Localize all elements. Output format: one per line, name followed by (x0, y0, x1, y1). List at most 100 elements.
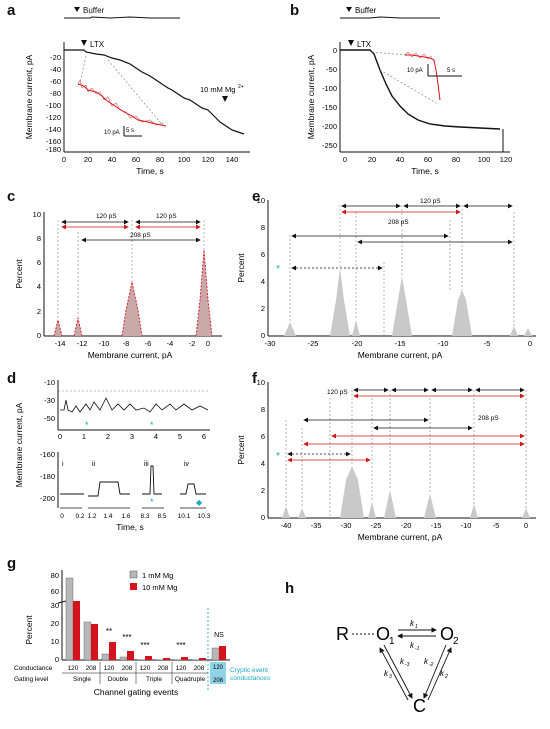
xtick-a-6: 120 (202, 155, 215, 164)
panel-letter-b: b (290, 2, 300, 19)
xtick-f-6: -10 (461, 521, 472, 530)
conductance-values: 120 208 120 208 120 208 120 208 (68, 665, 205, 672)
ytick-g-60: 60 (51, 587, 59, 596)
ytick-a-4: -100 (46, 101, 61, 110)
dashlines-c (57, 220, 205, 320)
zoom-line-a2 (107, 59, 166, 129)
xtick-a-7: 140 (226, 155, 239, 164)
rate-km1: k (410, 641, 415, 650)
bar-double-208-mg1 (119, 656, 128, 661)
sublabel-d-1: ii (92, 461, 96, 468)
significance-g: ** *** *** *** NS (106, 627, 224, 650)
ytick-b-3: -150 (322, 103, 337, 112)
xticks-c: -14 -12 -10 -8 -6 -4 -2 0 (55, 339, 211, 348)
zoom-line-b1 (371, 51, 406, 56)
subxtick-d-2: 1.2 (87, 513, 96, 520)
yticks-f: 0 2 4 6 8 10 (257, 378, 265, 522)
sig-g-3: *** (176, 641, 185, 650)
sublabel-d-2: iii (144, 461, 149, 468)
cryptic-box (210, 662, 226, 684)
hist-c-peak2 (74, 318, 82, 336)
inset-trace-b (405, 54, 441, 101)
ytick-e-2: 4 (261, 277, 265, 286)
rate-k1: k (410, 619, 415, 628)
ytick-g-20: 20 (51, 619, 59, 628)
ytick-d-top-0: -10 (44, 378, 55, 387)
ytick-b-4: -200 (322, 122, 337, 131)
ytick-a-5: -120 (46, 113, 61, 122)
buffer-label-b: Buffer (355, 6, 377, 15)
label-f-120: 120 pS (327, 389, 348, 396)
asterisk-d-1: * (85, 420, 89, 430)
legend-swatch-mg10 (130, 583, 137, 590)
label-c-120a: 120 pS (96, 213, 117, 220)
xticks-e: -30 -25 -20 -15 -10 -5 0 (265, 339, 533, 348)
subxtick-d-5: 8.3 (140, 513, 149, 520)
xtick-d-top-6: 6 (202, 432, 206, 441)
arrow-h-km3 (383, 644, 413, 699)
arrow-h-km2 (423, 644, 447, 699)
ytick-b-0: 0 (333, 46, 337, 55)
xtick-b-0: 0 (343, 155, 347, 164)
legend-swatch-mg1 (129, 570, 138, 579)
xtick-c-7: 0 (206, 339, 210, 348)
sig-g-2: *** (140, 641, 149, 650)
bar-single-208-mg10 (91, 624, 98, 660)
panel-f: 0 2 4 6 8 10 -40 -35 -30 -25 -20 -15 -10… (236, 378, 536, 542)
xtick-a-4: 80 (156, 155, 164, 164)
xticks-a: 0 20 40 60 80 100 120 140 (62, 155, 238, 164)
xtick-d-top-0: 0 (58, 432, 62, 441)
buffer-arrowhead-a (74, 7, 80, 12)
rate-k3-sub: 3 (389, 674, 392, 680)
ltx-trace-a (64, 49, 245, 135)
ytick-d-bot-0: -160 (40, 450, 55, 459)
panel-a: Buffer -20 -40 -60 -80 -100 -120 -140 -1… (24, 6, 250, 176)
label-c-120b: 120 pS (156, 213, 177, 220)
ylabel-g: Percent (24, 615, 34, 645)
hist-c-peak3 (122, 282, 142, 336)
bar-double-208-mg10 (127, 651, 134, 660)
subxtick-d-0: 0 (60, 513, 64, 520)
cond-g-0: 120 (68, 665, 79, 672)
xtick-c-0: -14 (55, 339, 66, 348)
yticks-g: 80 60 0 10 20 30 (51, 571, 59, 664)
inset-noise-a (77, 79, 165, 126)
xtick-c-2: -10 (99, 339, 110, 348)
ltx-label-b: LTX (357, 40, 372, 49)
state-C: C (413, 696, 426, 716)
ytick-a-3: -80 (50, 89, 61, 98)
bar-single-120-mg10 (73, 601, 80, 660)
state-O1-sub: 1 (389, 636, 395, 647)
yticks-a: -20 -40 -60 -80 -100 -120 -140 -160 -180 (46, 53, 61, 154)
sublabel-d-0: i (62, 461, 64, 468)
ytick-e-4: 8 (261, 223, 265, 232)
sig-g-4: NS (214, 632, 224, 639)
panel-b: Buffer 0 -50 -100 -150 -200 -250 0 20 40… (306, 6, 512, 176)
gating-g-0: Single (73, 676, 91, 683)
panel-letter-f: f (252, 370, 257, 387)
subxtick-d-3: 1.4 (103, 513, 112, 520)
xtick-d-top-5: 5 (178, 432, 182, 441)
xticks-b: 0 20 40 60 80 100 120 (343, 155, 512, 164)
bar-single-208-mg1 (83, 621, 92, 661)
ytick-b-1: -50 (326, 65, 337, 74)
cond-g-2: 120 (104, 665, 115, 672)
xlabel-b: Time, s (411, 166, 439, 176)
xtick-f-7: -5 (493, 521, 500, 530)
buffer-trace-b (340, 16, 440, 19)
gating-g-1: Double (108, 676, 129, 683)
xtick-d-top-4: 4 (154, 432, 158, 441)
xlabel-c: Membrane current, pA (88, 350, 173, 360)
xtick-c-6: -2 (189, 339, 196, 348)
rate-km3: k (400, 657, 405, 666)
asterisk-d-2: * (150, 420, 154, 430)
inset-trace-a (77, 83, 167, 127)
xtick-a-0: 0 (62, 155, 66, 164)
xtick-f-3: -25 (371, 521, 382, 530)
yticks-d-top: -10 -30 -50 (44, 378, 55, 423)
hist-c-peak4 (196, 250, 212, 336)
panel-d: -10 -30 -50 0 1 2 3 4 5 6 * * -160 -180 … (14, 378, 211, 532)
xtick-b-5: 100 (478, 155, 491, 164)
cond-g-4: 120 (140, 665, 151, 672)
bar-quad-208-mg1 (192, 659, 199, 660)
